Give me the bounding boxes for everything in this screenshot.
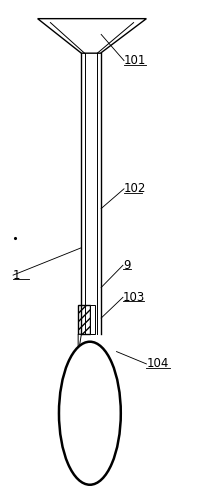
Text: 9: 9 [123,259,130,272]
Polygon shape [78,334,81,354]
Text: 104: 104 [146,358,169,371]
Text: 102: 102 [124,183,146,195]
Polygon shape [38,19,146,53]
Bar [90,305,95,334]
Text: 101: 101 [124,54,146,67]
Text: 1: 1 [13,269,21,282]
Ellipse shape [59,342,121,485]
Bar [78,305,90,334]
Text: 103: 103 [123,291,145,304]
